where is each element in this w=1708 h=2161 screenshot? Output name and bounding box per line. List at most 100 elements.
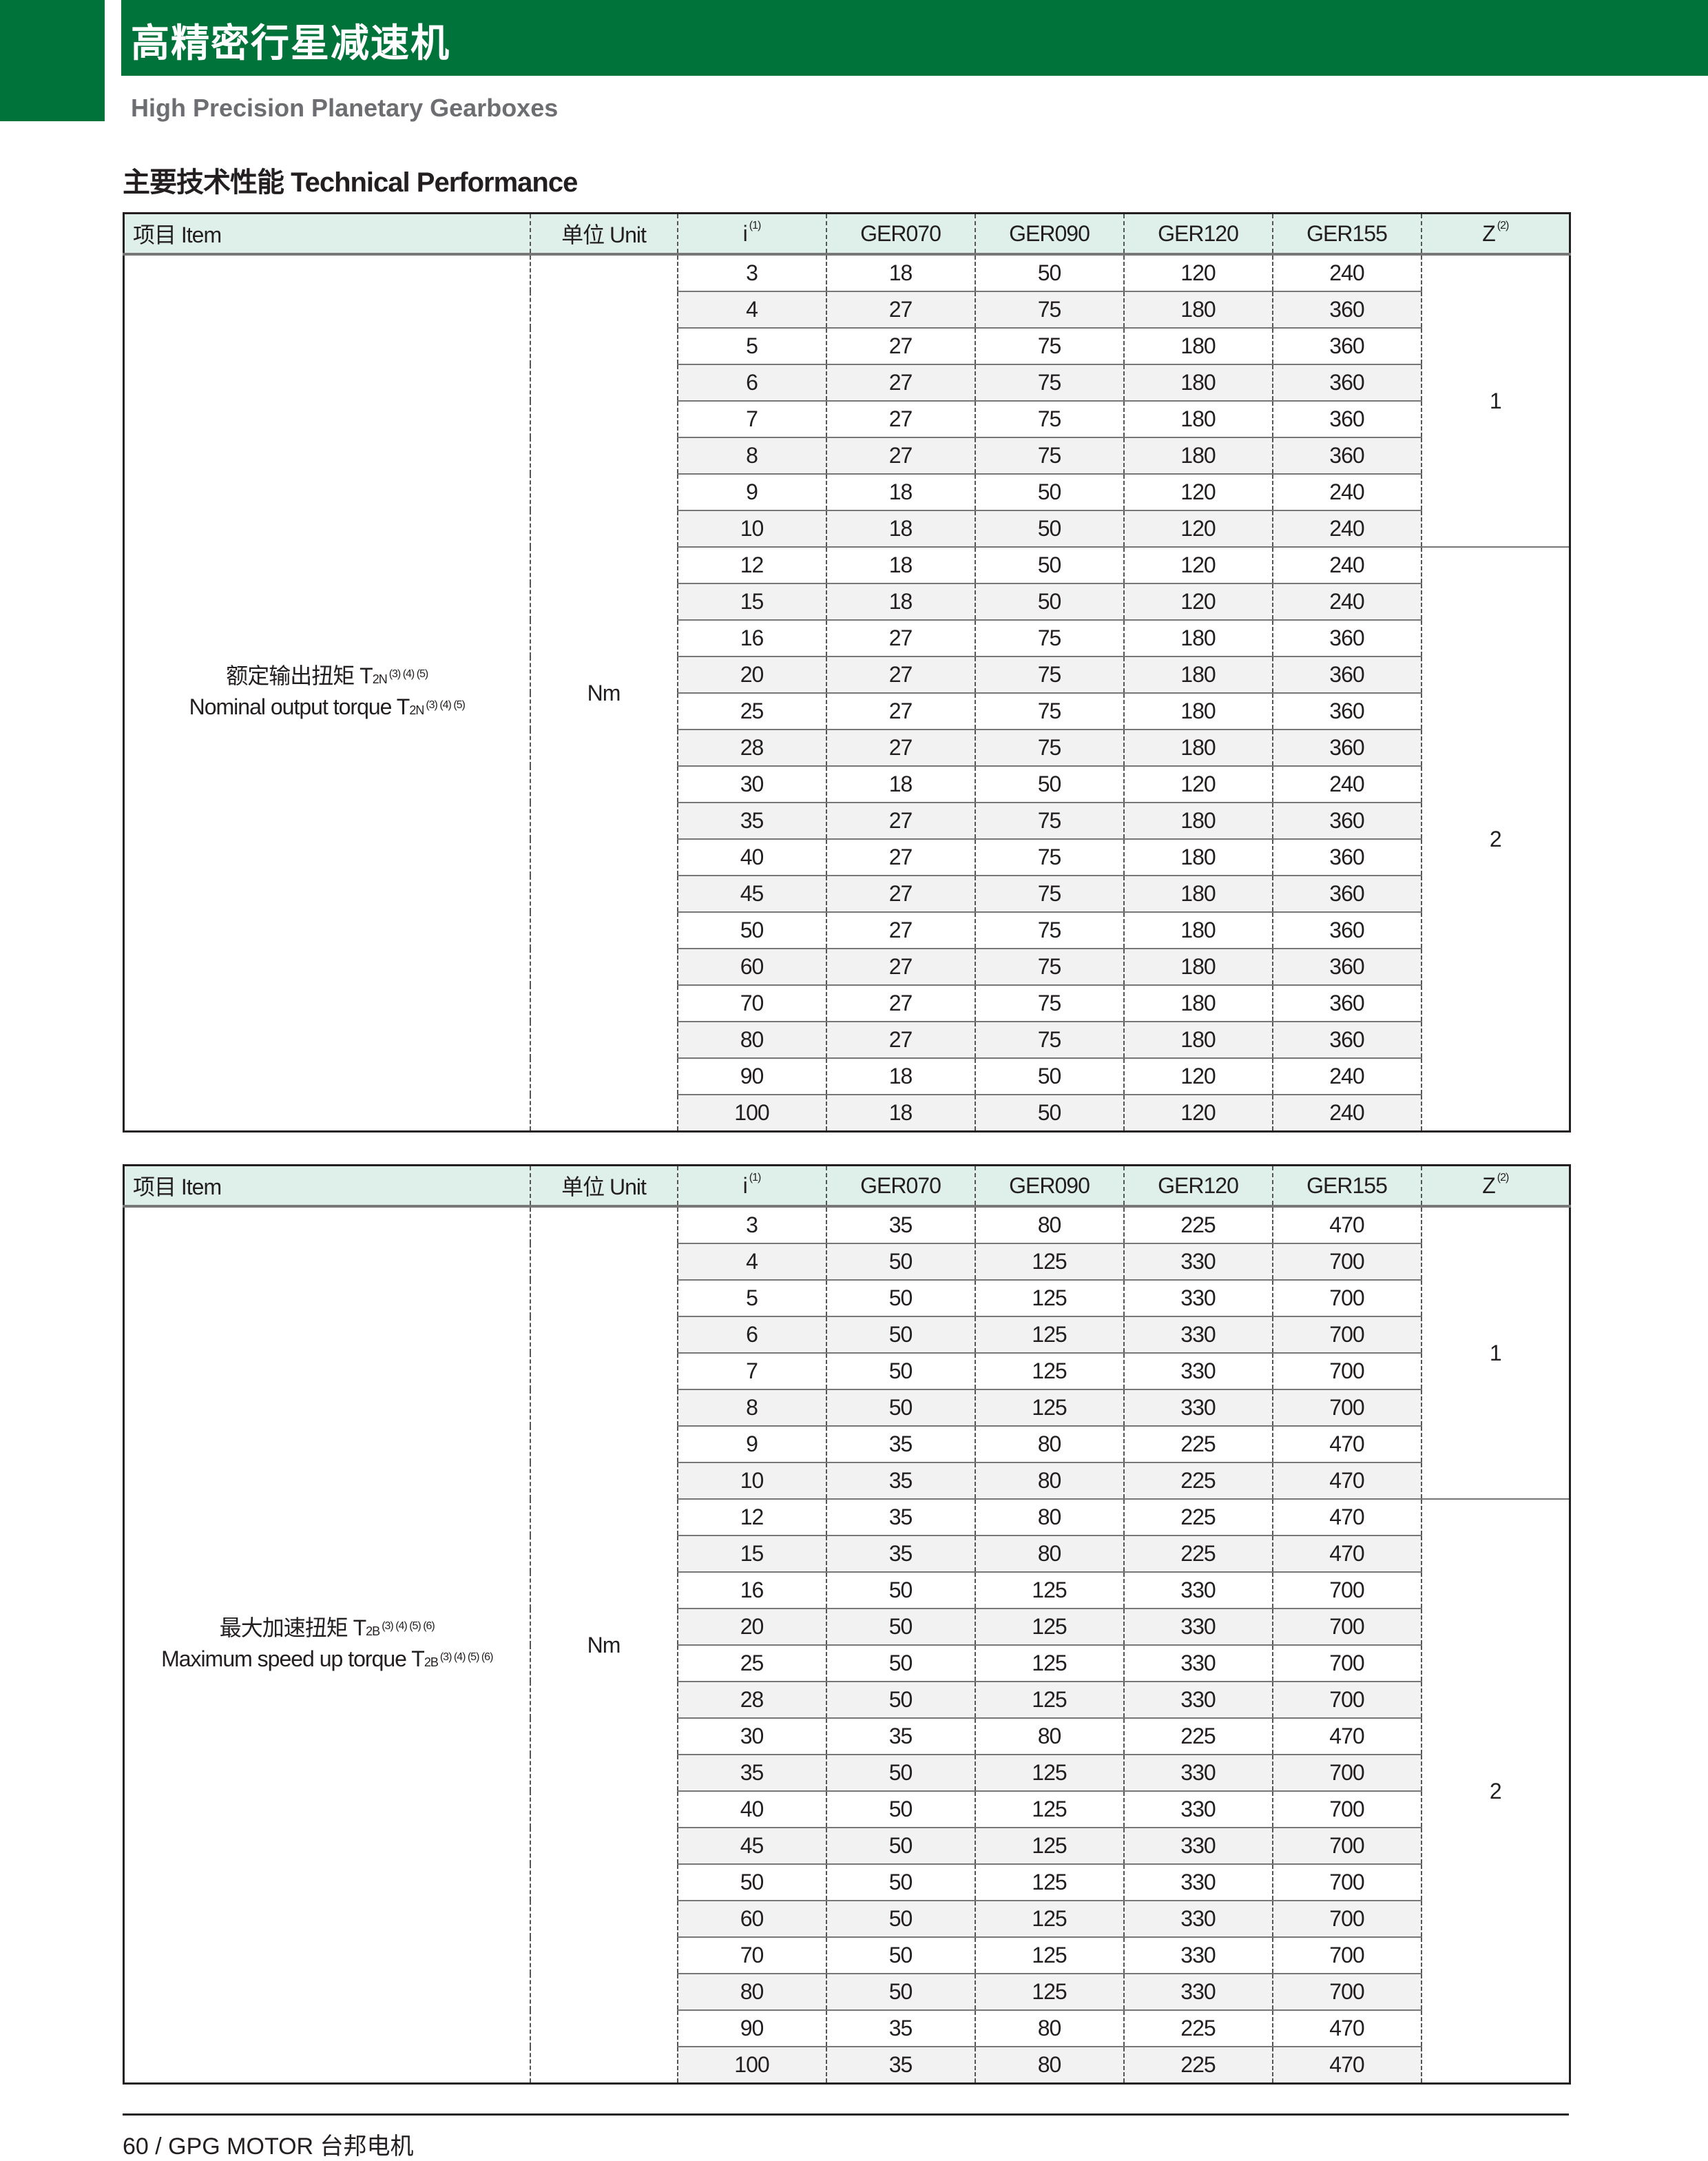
ratio-cell: 30	[677, 1718, 827, 1755]
ratio-cell: 6	[677, 1316, 827, 1354]
table-row: 5 50 125 330 700	[124, 1280, 1570, 1317]
ratio-cell: 100	[677, 2047, 827, 2085]
torque-cell: 27	[826, 328, 976, 365]
table-row: 20 50 125 330 700	[124, 1609, 1570, 1646]
torque-cell: 360	[1272, 328, 1422, 365]
torque-cell: 180	[1123, 401, 1273, 438]
torque-cell: 125	[975, 1316, 1125, 1354]
table-row: 8 50 125 330 700	[124, 1389, 1570, 1427]
torque-cell: 27	[826, 876, 976, 913]
item-label-en: Maximum speed up torque T2B (3) (4) (5) (…	[161, 1646, 493, 1671]
table-row: 7 27 75 180 360	[124, 401, 1570, 438]
torque-cell: 18	[826, 510, 976, 548]
ratio-cell: 35	[677, 803, 827, 840]
title-bar	[121, 0, 1708, 76]
footnote-ref: (2)	[1497, 1171, 1510, 1183]
header-row: 项目 Item 单位 Unit i (1) GER070 GER090 GER120 GE…	[123, 213, 1570, 256]
table-row: 30 35 80 225 470	[124, 1718, 1570, 1755]
torque-cell: 360	[1272, 291, 1422, 329]
table-row: 60 50 125 330 700	[124, 1901, 1570, 1938]
torque-cell: 330	[1123, 1791, 1273, 1828]
col-model: GER090	[975, 1165, 1125, 1208]
torque-cell: 180	[1123, 839, 1273, 876]
torque-cell: 50	[826, 1974, 976, 2011]
ratio-cell: 8	[677, 1389, 827, 1427]
table-row: 10 18 50 120 240	[124, 510, 1570, 548]
torque-cell: 75	[975, 328, 1125, 365]
torque-cell: 27	[826, 401, 976, 438]
torque-cell: 75	[975, 1022, 1125, 1059]
col-model: GER120	[1123, 1165, 1273, 1208]
torque-cell: 120	[1123, 254, 1273, 292]
ratio-cell: 15	[677, 1536, 827, 1573]
ratio-cell: 60	[677, 949, 827, 986]
ratio-cell: 10	[677, 510, 827, 548]
item-label-cn: 最大加速扭矩 T2B (3) (4) (5) (6)	[219, 1615, 435, 1640]
torque-cell: 50	[975, 547, 1125, 584]
table-row: 40 27 75 180 360	[124, 839, 1570, 876]
table-row: 50 27 75 180 360	[124, 912, 1570, 949]
table-row: 8 27 75 180 360	[124, 437, 1570, 475]
torque-cell: 700	[1272, 1243, 1422, 1281]
torque-cell: 120	[1123, 583, 1273, 621]
table-row: 16 50 125 330 700	[124, 1572, 1570, 1609]
torque-cell: 50	[975, 510, 1125, 548]
torque-cell: 75	[975, 730, 1125, 767]
torque-cell: 125	[975, 1828, 1125, 1865]
torque-cell: 125	[975, 1243, 1125, 1281]
col-item-label: 项目 Item	[133, 1175, 222, 1199]
table-row: 10 35 80 225 470	[124, 1462, 1570, 1500]
torque-cell: 125	[975, 1974, 1125, 2011]
torque-cell: 18	[826, 766, 976, 803]
torque-cell: 125	[975, 1572, 1125, 1609]
torque-cell: 18	[826, 1095, 976, 1133]
torque-cell: 225	[1123, 2047, 1273, 2085]
ratio-cell: 16	[677, 620, 827, 657]
torque-cell: 50	[975, 766, 1125, 803]
torque-cell: 27	[826, 291, 976, 329]
torque-cell: 330	[1123, 1682, 1273, 1719]
torque-cell: 125	[975, 1389, 1125, 1427]
torque-cell: 700	[1272, 1901, 1422, 1938]
torque-cell: 80	[975, 1499, 1125, 1536]
torque-cell: 27	[826, 693, 976, 730]
torque-cell: 35	[826, 2047, 976, 2085]
col-model: GER070	[826, 1165, 976, 1208]
torque-cell: 18	[826, 254, 976, 292]
torque-cell: 50	[826, 1791, 976, 1828]
torque-cell: 27	[826, 949, 976, 986]
col-z: Z (2)	[1421, 1165, 1570, 1208]
col-model: GER090	[975, 213, 1125, 256]
torque-cell: 225	[1123, 1462, 1273, 1500]
torque-cell: 360	[1272, 985, 1422, 1022]
torque-cell: 330	[1123, 1280, 1273, 1317]
torque-cell: 50	[975, 474, 1125, 511]
torque-cell: 360	[1272, 656, 1422, 694]
torque-cell: 75	[975, 656, 1125, 694]
spec-table: 项目 Item 单位 Unit i (1) GER070 GER090 GER120 GE…	[123, 212, 1571, 1133]
torque-cell: 80	[975, 1536, 1125, 1573]
torque-cell: 330	[1123, 1572, 1273, 1609]
col-item-label: 项目 Item	[133, 223, 222, 247]
torque-cell: 27	[826, 620, 976, 657]
torque-cell: 330	[1123, 1755, 1273, 1792]
torque-cell: 180	[1123, 985, 1273, 1022]
torque-cell: 50	[975, 1058, 1125, 1095]
torque-cell: 180	[1123, 1022, 1273, 1059]
ratio-cell: 80	[677, 1974, 827, 2011]
table-row: 100 18 50 120 240	[124, 1095, 1570, 1133]
torque-cell: 75	[975, 401, 1125, 438]
torque-cell: 27	[826, 656, 976, 694]
torque-cell: 360	[1272, 693, 1422, 730]
col-unit-label: 单位 Unit	[561, 1175, 647, 1199]
torque-cell: 35	[826, 1462, 976, 1500]
torque-cell: 50	[826, 1755, 976, 1792]
torque-cell: 80	[975, 1206, 1125, 1244]
table-row: 6 27 75 180 360	[124, 364, 1570, 402]
torque-cell: 75	[975, 437, 1125, 475]
torque-cell: 50	[826, 1316, 976, 1354]
col-model: GER155	[1272, 213, 1422, 256]
torque-cell: 75	[975, 839, 1125, 876]
ratio-cell: 4	[677, 291, 827, 329]
table-row: 4 27 75 180 360	[124, 291, 1570, 329]
